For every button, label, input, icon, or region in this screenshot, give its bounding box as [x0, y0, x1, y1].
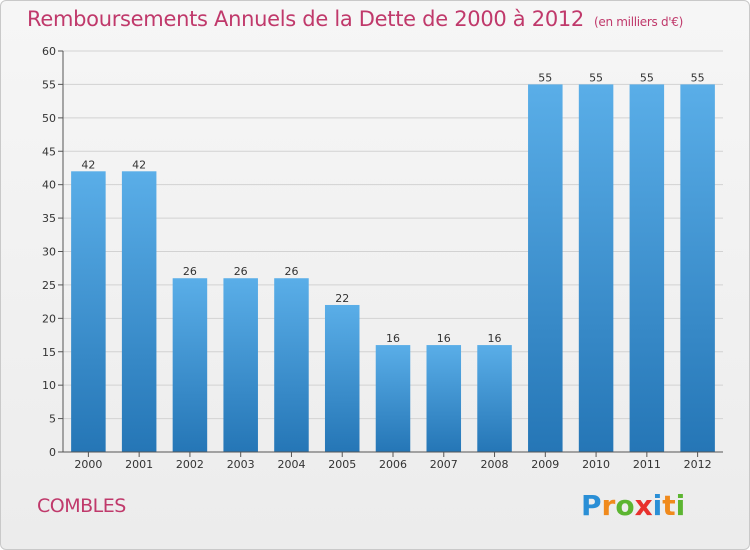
bar: [477, 345, 512, 452]
bar-value-label: 42: [81, 158, 95, 171]
bar-value-label: 22: [335, 292, 349, 305]
bar: [274, 278, 309, 452]
bar-value-label: 26: [234, 265, 248, 278]
x-tick-label: 2006: [379, 458, 407, 471]
axes: 0 5 10 15 20 25 30 35 40 45 50 55 60 2000 2001 2002 2003…: [42, 45, 723, 471]
x-tick-label: 2003: [227, 458, 255, 471]
x-tick-label: 2007: [430, 458, 458, 471]
bar-value-label: 26: [183, 265, 197, 278]
x-tick-label: 2012: [684, 458, 712, 471]
bar: [629, 84, 665, 453]
logo-letter: r: [601, 489, 616, 522]
x-tick-label: 2011: [633, 458, 661, 471]
y-tick-label: 45: [42, 145, 56, 158]
y-tick-label: 30: [42, 246, 56, 259]
bar-value-label: 16: [488, 332, 502, 345]
bar-chart: 42 42 26 26 26 22 16 16 16 55 55 55 55 0 5 10 15 20 25 30 3…: [42, 45, 723, 471]
y-tick-label: 50: [42, 112, 56, 125]
bar: [375, 345, 411, 452]
x-tick-label: 2009: [531, 458, 559, 471]
logo-letter: P: [581, 489, 602, 522]
logo-letter: o: [615, 489, 635, 522]
chart-unit: (en milliers d'€): [594, 15, 684, 29]
logo-letter: x: [634, 489, 653, 522]
bar: [223, 278, 258, 452]
bar: [324, 304, 360, 452]
x-tick-label: 2010: [582, 458, 610, 471]
bar-value-label: 55: [691, 71, 705, 84]
bar-value-label: 16: [386, 332, 400, 345]
y-tick-label: 5: [49, 413, 56, 426]
y-tick-label: 20: [42, 312, 56, 325]
logo-letter: i: [675, 489, 686, 522]
proxiti-logo: Proxiti: [581, 489, 685, 522]
bar-value-label: 16: [437, 332, 451, 345]
x-tick-label: 2001: [125, 458, 153, 471]
y-tick-label: 55: [42, 78, 56, 91]
x-tick-label: 2000: [74, 458, 102, 471]
bar: [528, 84, 563, 453]
x-tick-label: 2004: [277, 458, 305, 471]
bar: [426, 345, 462, 452]
bar-value-label: 55: [538, 71, 552, 84]
y-tick-label: 15: [42, 346, 56, 359]
bar: [680, 84, 715, 453]
logo-letter: t: [662, 489, 676, 522]
y-tick-label: 25: [42, 279, 56, 292]
bar: [71, 171, 106, 453]
bar: [172, 278, 208, 452]
y-tick-label: 60: [42, 45, 56, 58]
logo-letter: i: [652, 489, 663, 522]
y-tick-label: 10: [42, 379, 56, 392]
commune-name: COMBLES: [37, 495, 126, 517]
bar: [121, 171, 157, 453]
bar-value-label: 26: [284, 265, 298, 278]
y-tick-label: 35: [42, 212, 56, 225]
bar-value-label: 55: [589, 71, 603, 84]
chart-title-text: Remboursements Annuels de la Dette de 20…: [27, 7, 584, 31]
x-tick-label: 2005: [328, 458, 356, 471]
y-tick-label: 0: [49, 446, 56, 459]
bar-value-label: 42: [132, 158, 146, 171]
bar-value-label: 55: [640, 71, 654, 84]
bar: [578, 84, 614, 453]
chart-title: Remboursements Annuels de la Dette de 20…: [27, 7, 683, 31]
x-tick-label: 2002: [176, 458, 204, 471]
bars: 42 42 26 26 26 22 16 16 16 55 55 55 55: [71, 71, 715, 453]
x-tick-label: 2008: [481, 458, 509, 471]
y-tick-label: 40: [42, 179, 56, 192]
